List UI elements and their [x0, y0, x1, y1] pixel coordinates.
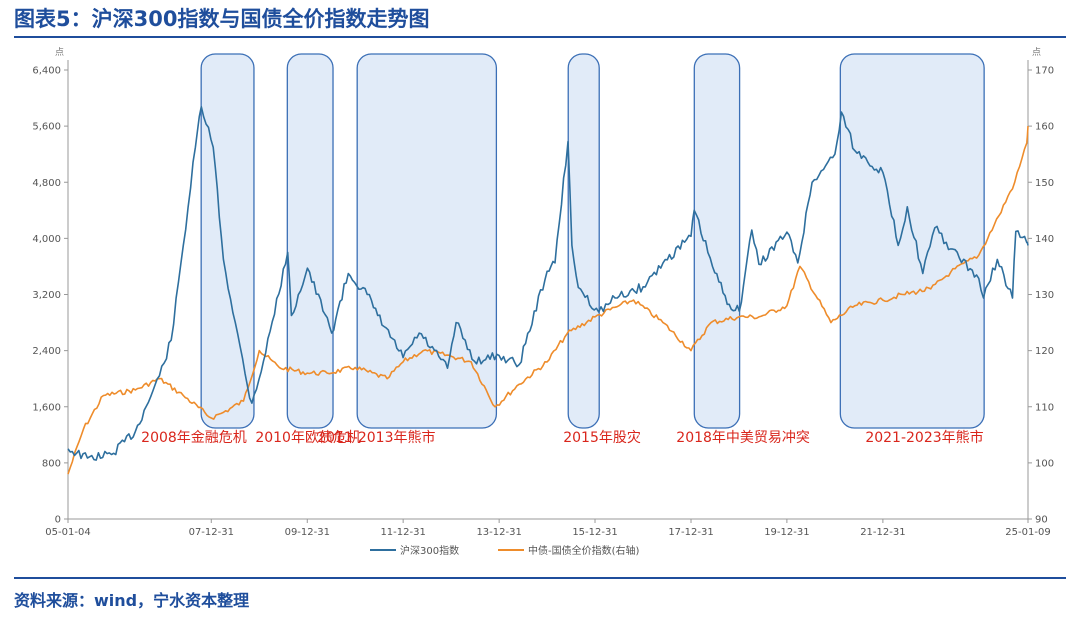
chart: 点 点 0 800 1,600 2,400 3,200 4,000 4,800 5,600 6,40…: [32, 47, 1054, 557]
right-tick-label: 150: [1035, 178, 1054, 189]
x-tick-label: 09-12-31: [285, 527, 330, 538]
left-tick-label: 1,600: [32, 402, 61, 413]
x-tick-label: 21-12-31: [860, 527, 905, 538]
source-note: 资料来源：wind，宁水资本整理: [14, 591, 250, 610]
x-tick-label: 05-01-04: [45, 527, 90, 538]
period-label: 2021-2023年熊市: [865, 429, 983, 446]
right-axis-unit: 点: [1032, 47, 1041, 58]
right-tick-label: 120: [1035, 346, 1054, 357]
x-tick-label: 13-12-31: [476, 527, 521, 538]
left-axis-unit: 点: [55, 47, 64, 58]
left-tick-label: 3,200: [32, 290, 61, 301]
right-tick-label: 160: [1035, 122, 1054, 133]
left-tick-label: 0: [55, 515, 61, 526]
chart-title: 图表5：沪深300指数与国债全价指数走势图: [14, 7, 430, 31]
left-tick-label: 6,400: [32, 66, 61, 77]
period-label: 2008年金融危机: [141, 430, 247, 446]
left-tick-label: 800: [42, 458, 61, 469]
x-tick-label: 17-12-31: [668, 527, 713, 538]
left-tick-label: 4,000: [32, 234, 61, 245]
legend: 沪深300指数 中债-国债全价指数(右轴): [370, 544, 640, 557]
x-tick-label: 11-12-31: [380, 527, 425, 538]
shaded-period: [839, 53, 985, 429]
left-tick-label: 4,800: [32, 178, 61, 189]
right-tick-label: 110: [1035, 402, 1054, 413]
period-label: 2018年中美贸易冲突: [676, 430, 810, 446]
legend-label-csi300: 沪深300指数: [400, 544, 459, 557]
shaded-period: [200, 53, 255, 429]
left-tick-label: 5,600: [32, 122, 61, 133]
source-rule: [14, 577, 1066, 579]
shaded-periods: [200, 53, 985, 429]
left-tick-label: 2,400: [32, 346, 61, 357]
axes: 点 点 0 800 1,600 2,400 3,200 4,000 4,800 5,600 6,40…: [32, 47, 1054, 538]
x-tick-label: 19-12-31: [764, 527, 809, 538]
period-label: 2010年欧债危机: [255, 430, 361, 446]
shaded-period: [693, 53, 741, 429]
right-tick-label: 90: [1035, 515, 1048, 526]
x-tick-label: 07-12-31: [189, 527, 234, 538]
shaded-period: [286, 53, 334, 429]
legend-label-bond: 中债-国债全价指数(右轴): [528, 544, 640, 557]
right-tick-label: 140: [1035, 234, 1054, 245]
shaded-period: [567, 53, 600, 429]
period-label: 2011-2013年熊市: [317, 429, 435, 446]
right-tick-label: 100: [1035, 458, 1054, 469]
series-lines: [67, 105, 1029, 475]
right-tick-label: 170: [1035, 66, 1054, 77]
x-tick-label: 15-12-31: [572, 527, 617, 538]
bond-index-line: [67, 126, 1029, 475]
period-label: 2015年股灾: [563, 429, 641, 446]
right-tick-label: 130: [1035, 290, 1054, 301]
title-rule: [14, 36, 1066, 38]
csi300-line: [67, 105, 1029, 461]
x-tick-label: 25-01-09: [1005, 527, 1050, 538]
